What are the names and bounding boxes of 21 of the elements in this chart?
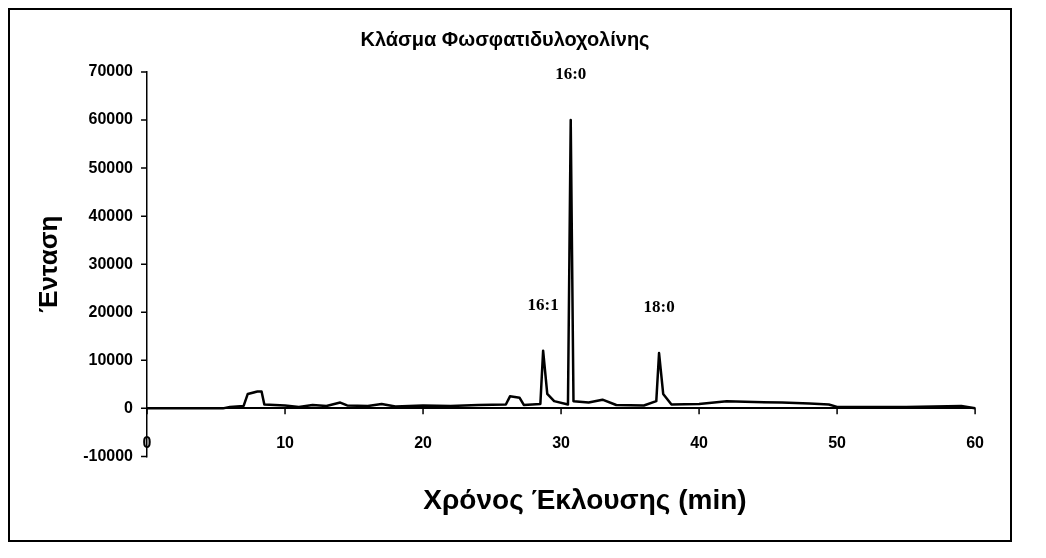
x-tick-label: 20 bbox=[414, 434, 433, 452]
x-tick-label: 50 bbox=[828, 434, 847, 452]
annotation: 18:0 bbox=[643, 297, 675, 317]
x-tick-label: 60 bbox=[966, 434, 985, 452]
y-tick-label: 10000 bbox=[88, 350, 134, 368]
y-tick-label: 50000 bbox=[88, 158, 134, 176]
y-axis-title: Ένταση bbox=[32, 215, 63, 313]
x-tick-label: 30 bbox=[552, 434, 571, 452]
y-tick-label: 20000 bbox=[88, 302, 134, 320]
annotation: 16:0 bbox=[555, 64, 587, 84]
y-tick-label: 60000 bbox=[88, 110, 134, 128]
y-tick-label: 0 bbox=[124, 398, 134, 416]
x-axis-title: Χρόνος Έκλουσης (min) bbox=[422, 483, 748, 517]
x-tick-label: 10 bbox=[276, 434, 295, 452]
y-tick-label: -10000 bbox=[83, 446, 134, 464]
chart-title: Κλάσμα Φωσφατιδυλοχολίνης bbox=[360, 27, 650, 50]
y-tick-label: 30000 bbox=[88, 254, 134, 272]
y-tick-label: 40000 bbox=[88, 206, 134, 224]
y-tick-label: 70000 bbox=[88, 62, 134, 80]
x-tick-label: 40 bbox=[690, 434, 709, 452]
annotation: 16:1 bbox=[527, 295, 559, 315]
